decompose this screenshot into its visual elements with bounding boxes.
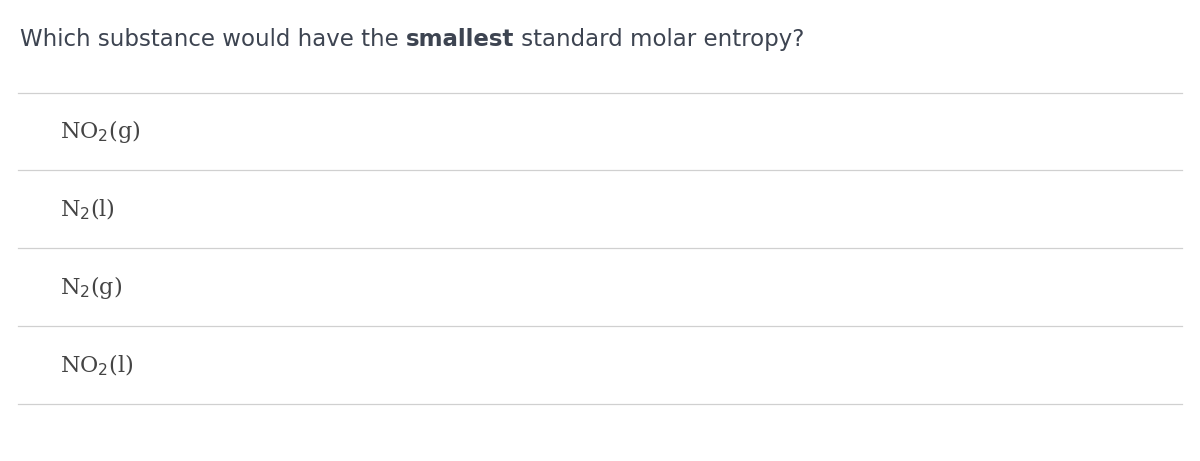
- Text: N$_2$(g): N$_2$(g): [60, 273, 122, 301]
- Text: NO$_2$(l): NO$_2$(l): [60, 352, 133, 378]
- Text: Which substance would have the: Which substance would have the: [20, 28, 406, 51]
- Text: N$_2$(l): N$_2$(l): [60, 196, 115, 222]
- Text: NO$_2$(g): NO$_2$(g): [60, 118, 140, 144]
- Text: standard molar entropy?: standard molar entropy?: [515, 28, 805, 51]
- Text: smallest: smallest: [406, 28, 515, 51]
